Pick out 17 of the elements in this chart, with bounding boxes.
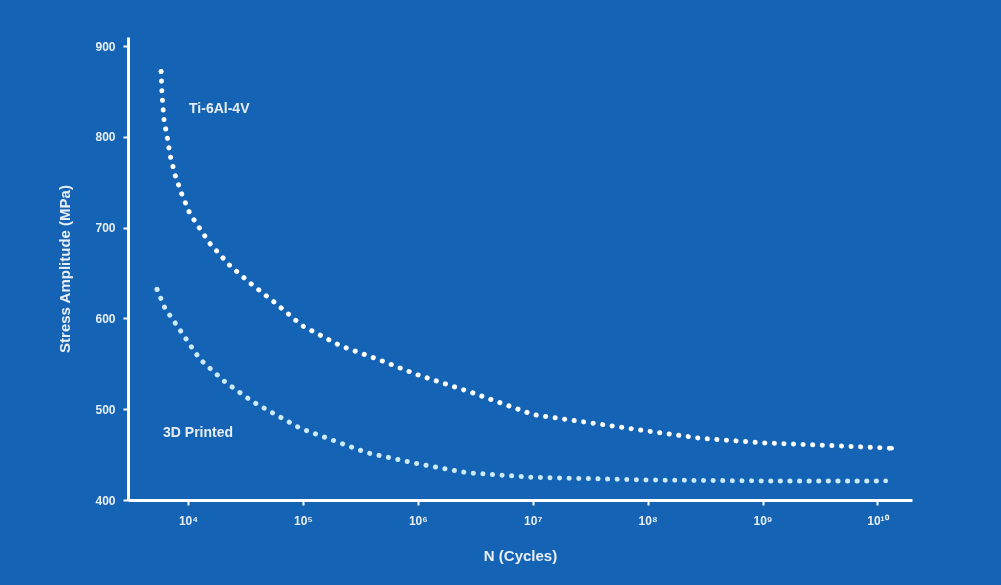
x-axis-title: N (Cycles) xyxy=(483,546,558,564)
y-tick-label: 900 xyxy=(95,39,116,54)
text: 3D Printed xyxy=(163,424,234,441)
x-tick-label: 10¹⁰ xyxy=(867,513,890,528)
y-axis-title: Stress Amplitude (MPa) xyxy=(56,185,74,353)
x-tick-label: 10⁵ xyxy=(293,513,313,528)
y-tick-label: 600 xyxy=(95,311,116,326)
series-label: Ti-6Al-4V xyxy=(189,100,251,117)
y-tick-label: 500 xyxy=(95,402,116,417)
x-tick-label: 10⁷ xyxy=(524,513,543,528)
x-tick-label: 10⁴ xyxy=(178,513,199,528)
y-tick-label: 800 xyxy=(95,130,116,145)
x-tick-label: 10⁹ xyxy=(753,513,773,528)
y-tick-label: 700 xyxy=(95,221,116,236)
y-tick-label: 400 xyxy=(95,493,116,508)
x-tick-label: 10⁶ xyxy=(408,513,428,528)
x-tick-label: 10⁸ xyxy=(638,513,658,528)
